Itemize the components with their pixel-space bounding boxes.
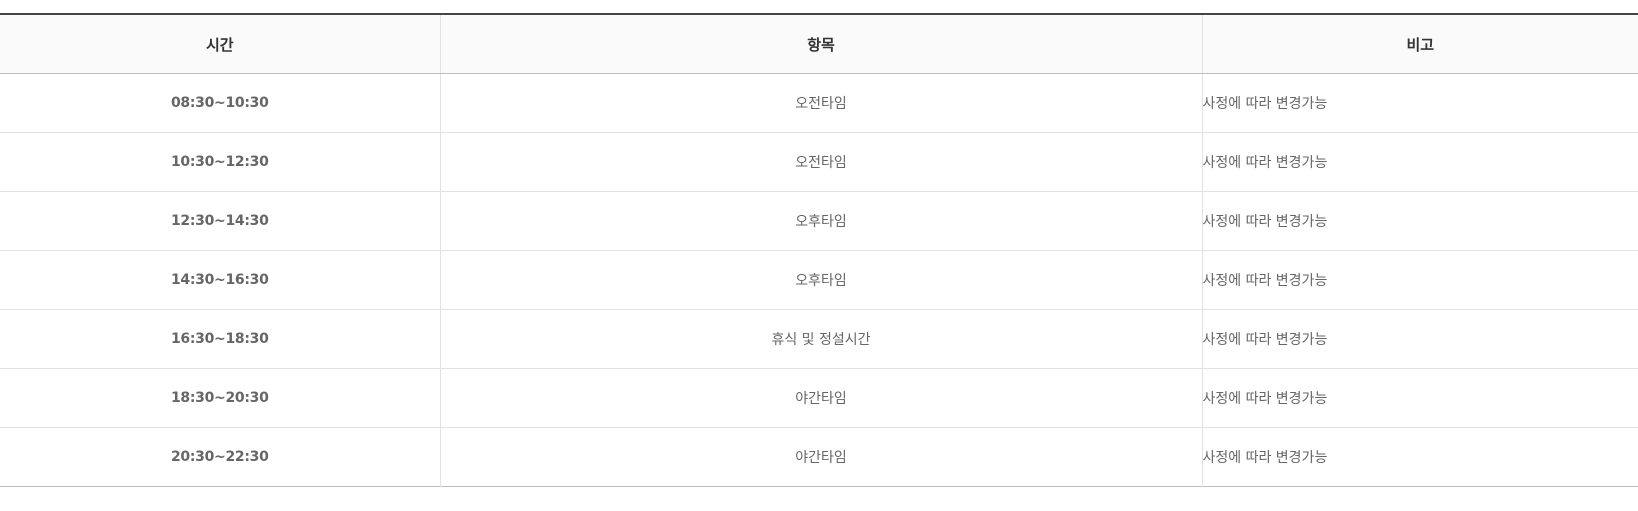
table-header: 시간 항목 비고 bbox=[0, 14, 1638, 74]
item-cell: 휴식 및 정설시간 bbox=[440, 309, 1203, 369]
time-cell: 20:30~22:30 bbox=[0, 427, 441, 487]
table-row: 16:30~18:30 휴식 및 정설시간 사정에 따라 변경가능 bbox=[0, 309, 1638, 369]
time-cell: 14:30~16:30 bbox=[0, 250, 441, 310]
time-cell: 18:30~20:30 bbox=[0, 368, 441, 428]
note-cell: 사정에 따라 변경가능 bbox=[1202, 427, 1638, 487]
note-cell: 사정에 따라 변경가능 bbox=[1202, 309, 1638, 369]
note-cell: 사정에 따라 변경가능 bbox=[1202, 250, 1638, 310]
time-cell: 12:30~14:30 bbox=[0, 191, 441, 251]
table-body: 08:30~10:30 오전타임 사정에 따라 변경가능 10:30~12:30… bbox=[0, 73, 1638, 487]
time-cell: 16:30~18:30 bbox=[0, 309, 441, 369]
header-note: 비고 bbox=[1202, 14, 1638, 74]
item-cell: 야간타임 bbox=[440, 427, 1203, 487]
header-row: 시간 항목 비고 bbox=[0, 14, 1638, 74]
table-row: 10:30~12:30 오전타임 사정에 따라 변경가능 bbox=[0, 132, 1638, 192]
item-cell: 오전타임 bbox=[440, 132, 1203, 192]
item-cell: 오후타임 bbox=[440, 191, 1203, 251]
table-row: 08:30~10:30 오전타임 사정에 따라 변경가능 bbox=[0, 73, 1638, 133]
note-cell: 사정에 따라 변경가능 bbox=[1202, 132, 1638, 192]
schedule-table: 시간 항목 비고 08:30~10:30 오전타임 사정에 따라 변경가능 10… bbox=[0, 13, 1638, 487]
header-item: 항목 bbox=[440, 14, 1203, 74]
header-time: 시간 bbox=[0, 14, 441, 74]
note-cell: 사정에 따라 변경가능 bbox=[1202, 96, 1328, 112]
table-row: 14:30~16:30 오후타임 사정에 따라 변경가능 bbox=[0, 250, 1638, 310]
item-cell: 야간타임 bbox=[440, 368, 1203, 428]
time-cell: 10:30~12:30 bbox=[0, 132, 441, 192]
note-cell: 사정에 따라 변경가능 bbox=[1202, 191, 1638, 251]
item-cell: 오후타임 bbox=[440, 250, 1203, 310]
note-cell: 사정에 따라 변경가능 bbox=[1202, 368, 1638, 428]
table-row: 12:30~14:30 오후타임 사정에 따라 변경가능 bbox=[0, 191, 1638, 251]
item-cell: 오전타임 bbox=[440, 73, 1203, 133]
table-row: 18:30~20:30 야간타임 사정에 따라 변경가능 bbox=[0, 368, 1638, 428]
time-cell: 08:30~10:30 bbox=[0, 73, 441, 133]
table-row: 20:30~22:30 야간타임 사정에 따라 변경가능 bbox=[0, 427, 1638, 487]
